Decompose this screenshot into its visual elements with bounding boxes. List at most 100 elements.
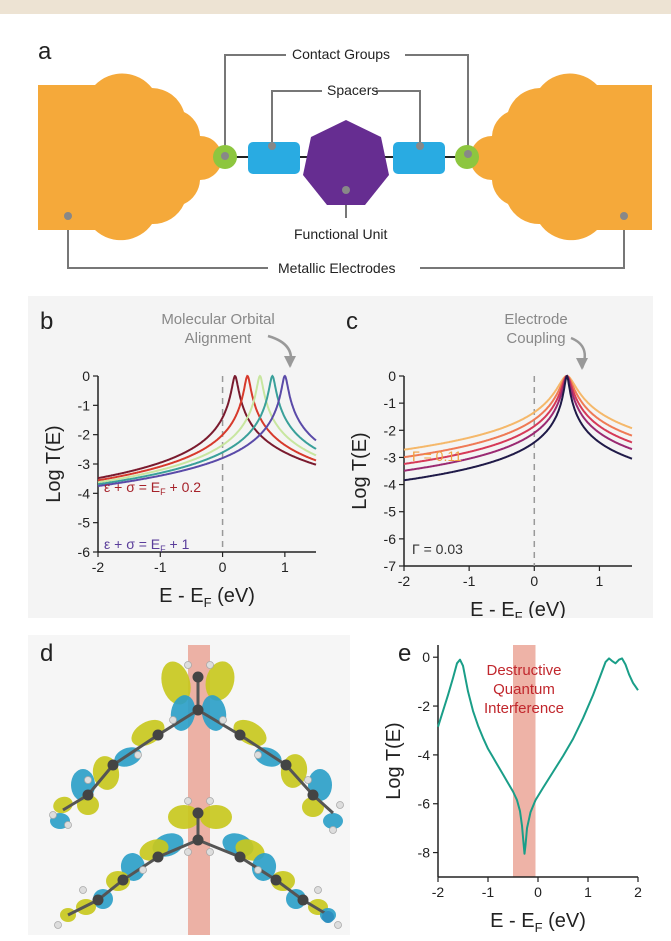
y-tick-label: -5 xyxy=(384,504,397,520)
bond-4 xyxy=(112,733,159,767)
x-axis-label: E - EF (eV) xyxy=(159,585,255,610)
hydrogen-atom-9 xyxy=(49,811,57,819)
hydrogen-atom-13 xyxy=(184,797,192,805)
orbital-lobe-19 xyxy=(200,805,232,829)
x-tick-label: 0 xyxy=(530,573,538,589)
y-tick-label: -4 xyxy=(418,747,431,763)
x-tick-label: 1 xyxy=(584,884,592,900)
bond-5 xyxy=(239,733,287,767)
y-tick-label: -2 xyxy=(384,422,397,438)
hydrogen-atom-17 xyxy=(139,866,147,874)
x-axis-label-unit: (eV) xyxy=(523,599,566,618)
panel-a-schematic xyxy=(38,54,652,269)
hydrogen-atom-7 xyxy=(84,776,92,784)
hydrogen-atom-10 xyxy=(336,801,344,809)
carbon-atom-11 xyxy=(152,851,164,863)
y-tick-label: -2 xyxy=(78,427,91,443)
bond-7 xyxy=(284,763,315,797)
y-tick-label: -6 xyxy=(384,531,397,547)
functional-unit xyxy=(303,120,389,205)
series-line-2 xyxy=(403,374,633,459)
dqi-label-line3: Interference xyxy=(484,700,564,717)
y-tick-label: -6 xyxy=(418,796,431,812)
left-electrode xyxy=(38,73,222,241)
y-tick-label: -2 xyxy=(418,698,431,714)
terminal-atom-right xyxy=(322,911,334,923)
orbital-lobe-8 xyxy=(254,747,282,767)
series-line-5 xyxy=(97,374,317,487)
orbital-lobe-17 xyxy=(323,813,343,829)
y-tick-label: 0 xyxy=(422,649,430,665)
y-tick-label: -7 xyxy=(384,558,397,574)
carbon-atom-8 xyxy=(307,789,319,801)
x-tick-label: -1 xyxy=(482,884,495,900)
x-tick-label: -1 xyxy=(463,573,476,589)
hydrogen-atom-6 xyxy=(254,751,262,759)
y-tick-label: -4 xyxy=(384,477,397,493)
y-tick-label: -5 xyxy=(78,515,91,531)
x-tick-label: 1 xyxy=(596,573,604,589)
bond-17 xyxy=(67,898,99,917)
orbital-lobe-1 xyxy=(161,661,191,705)
annotation-wires xyxy=(67,54,625,269)
hydrogen-atom-20 xyxy=(314,886,322,894)
y-tick-label: -3 xyxy=(384,449,397,465)
panel-d-label: d xyxy=(40,640,54,667)
y-axis-label: Log T(E) xyxy=(383,722,405,799)
series-label-upper: ε + σ = EF + 0.2 xyxy=(104,479,201,497)
series-label-gamma-low: Γ = 0.03 xyxy=(412,541,463,557)
series-line-4 xyxy=(98,374,317,486)
carbon-atom-15 xyxy=(92,894,104,906)
orbital-lobe-15 xyxy=(53,796,73,814)
x-tick-label: -2 xyxy=(398,573,411,589)
orbital-lobe-25 xyxy=(251,853,277,881)
carbon-atom-3 xyxy=(152,729,164,741)
orbital-lobe-2 xyxy=(205,661,235,701)
x-axis-label-unit: (eV) xyxy=(543,910,586,932)
carbon-atom-13 xyxy=(117,874,129,886)
series-label-gamma-high: Γ = 0.11 xyxy=(412,448,462,464)
annotation-molecular-orbital: Molecular Orbital xyxy=(161,311,274,328)
x-tick-label: 1 xyxy=(281,559,289,575)
hydrogen-atom-16 xyxy=(206,848,214,856)
x-axis-label-sub: F xyxy=(515,609,523,618)
panel-e-chart: -2 -1 0 1 2 0 -2 -4 -6 -8 E - EF (eV) Log T(E) Destr… xyxy=(383,645,642,935)
carbon-atom-16 xyxy=(297,894,309,906)
bond-6 xyxy=(86,764,115,796)
right-electrode xyxy=(470,73,652,241)
orbital-lobe-24 xyxy=(120,853,146,881)
hydrogen-atom-14 xyxy=(206,797,214,805)
panel-b-chart: -2 -1 0 1 0 -1 -2 -3 -4 -5 -6 E - EF (eV) Log T(E) Mo… xyxy=(43,311,317,610)
hydrogen-atom-8 xyxy=(304,776,312,784)
x-tick-label: 0 xyxy=(534,884,542,900)
functional-unit-label: Functional Unit xyxy=(294,226,388,242)
molecular-orbitals-render xyxy=(49,645,344,935)
x-tick-label: -1 xyxy=(154,559,167,575)
hydrogen-atom-5 xyxy=(134,751,142,759)
spacers-label: Spacers xyxy=(327,82,379,98)
bond-2 xyxy=(157,708,199,737)
x-axis-label: E - EF (eV) xyxy=(470,599,566,618)
orbital-lobe-18 xyxy=(168,805,200,829)
coupling-arrow-head xyxy=(576,358,588,370)
annotation-electrode: Electrode xyxy=(504,311,567,328)
right-spacer xyxy=(393,142,445,174)
carbon-atom-10 xyxy=(192,834,204,846)
carbon-atom-6 xyxy=(280,759,292,771)
x-tick-label: -2 xyxy=(432,884,445,900)
y-tick-label: -4 xyxy=(78,485,91,501)
x-tick-label: -2 xyxy=(92,559,105,575)
carbon-atom-12 xyxy=(234,851,246,863)
hydrogen-atom-3 xyxy=(219,716,227,724)
bond-3 xyxy=(197,708,241,737)
panel-c-label: c xyxy=(346,308,358,335)
annotation-coupling: Coupling xyxy=(506,330,565,347)
carbon-atom-4 xyxy=(234,729,246,741)
contact-groups-label: Contact Groups xyxy=(292,46,391,62)
hydrogen-atom-15 xyxy=(184,848,192,856)
series-line-5 xyxy=(403,374,633,482)
hydrogen-atom-4 xyxy=(169,716,177,724)
orbital-lobe-14 xyxy=(302,797,324,817)
y-tick-label: -1 xyxy=(384,395,397,411)
carbon-atom-9 xyxy=(192,807,204,819)
